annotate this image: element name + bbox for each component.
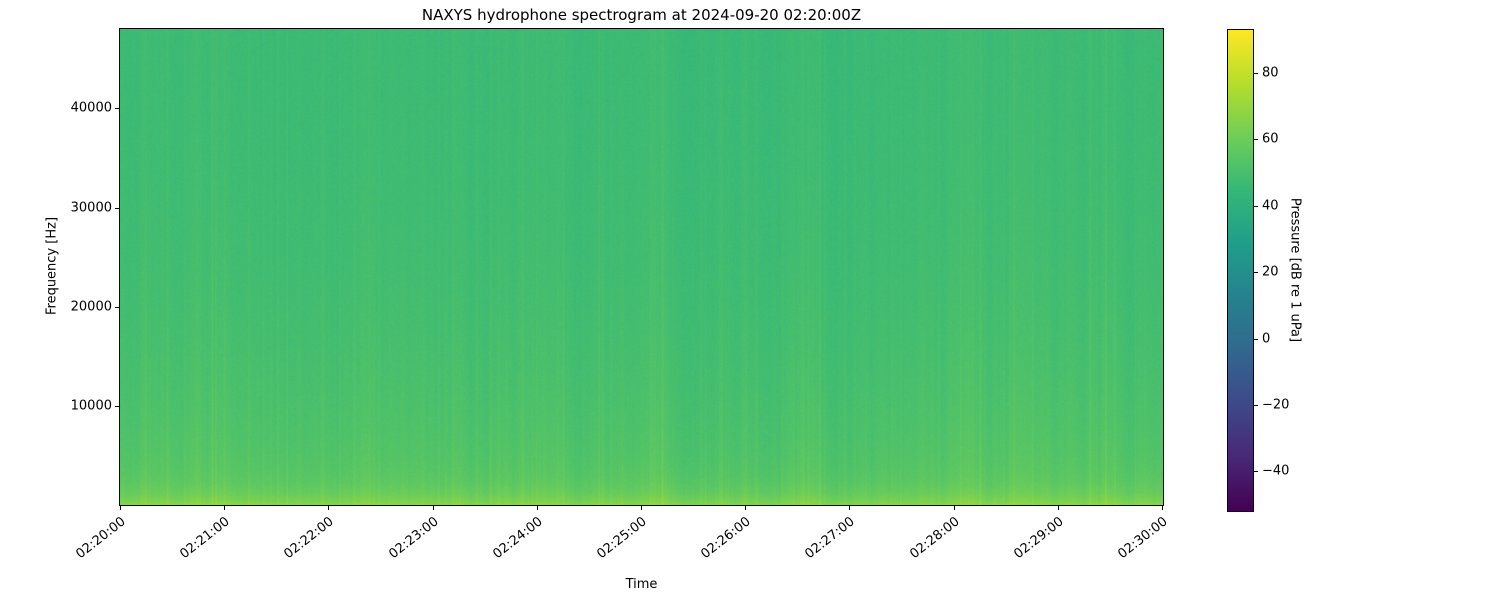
x-tick-mark — [120, 506, 121, 510]
x-tick-mark — [953, 506, 955, 510]
x-tick-mark — [536, 506, 538, 510]
colorbar-tick-label: 40 — [1262, 198, 1279, 214]
x-tick-mark — [432, 506, 434, 510]
figure-title: NAXYS hydrophone spectrogram at 2024-09-… — [421, 6, 862, 24]
y-tick-mark — [115, 108, 119, 110]
x-tick-mark — [849, 506, 851, 510]
colorbar-tick-mark — [1254, 139, 1258, 141]
y-tick-mark — [115, 207, 119, 209]
colorbar-tick-label: −20 — [1262, 397, 1290, 413]
colorbar-tick-label: 80 — [1262, 65, 1279, 81]
x-axis-label: Time — [625, 577, 658, 592]
colorbar-tick-mark — [1254, 272, 1258, 274]
colorbar-label: Pressure [dB re 1 uPa] — [1287, 197, 1303, 343]
x-tick-mark — [1162, 506, 1163, 510]
y-tick-mark — [115, 306, 119, 308]
colorbar-tick-label: 60 — [1262, 131, 1279, 147]
colorbar-tick-mark — [1254, 205, 1258, 207]
colorbar-tick-mark — [1254, 73, 1258, 75]
y-tick-label: 10000 — [70, 398, 112, 414]
colorbar-tick-mark — [1254, 471, 1258, 473]
x-tick-mark — [641, 506, 642, 510]
colorbar-gradient — [1228, 30, 1253, 511]
colorbar-tick-label: 0 — [1262, 331, 1271, 346]
y-tick-mark — [115, 405, 119, 407]
y-tick-label: 30000 — [70, 200, 112, 215]
colorbar — [1227, 29, 1254, 512]
plot-area — [119, 28, 1164, 506]
x-tick-mark — [328, 506, 330, 510]
colorbar-tick-label: −40 — [1262, 463, 1290, 479]
colorbar-tick-label: 20 — [1262, 264, 1279, 280]
x-tick-mark — [224, 506, 226, 510]
y-tick-label: 40000 — [70, 100, 112, 116]
colorbar-tick-mark — [1254, 338, 1258, 340]
x-tick-mark — [1057, 506, 1059, 510]
y-tick-label: 20000 — [70, 299, 112, 315]
spectrogram-heatmap — [120, 29, 1163, 505]
x-tick-label: 02:20:00 — [73, 514, 129, 562]
x-tick-mark — [745, 506, 747, 510]
colorbar-tick-mark — [1254, 404, 1258, 406]
